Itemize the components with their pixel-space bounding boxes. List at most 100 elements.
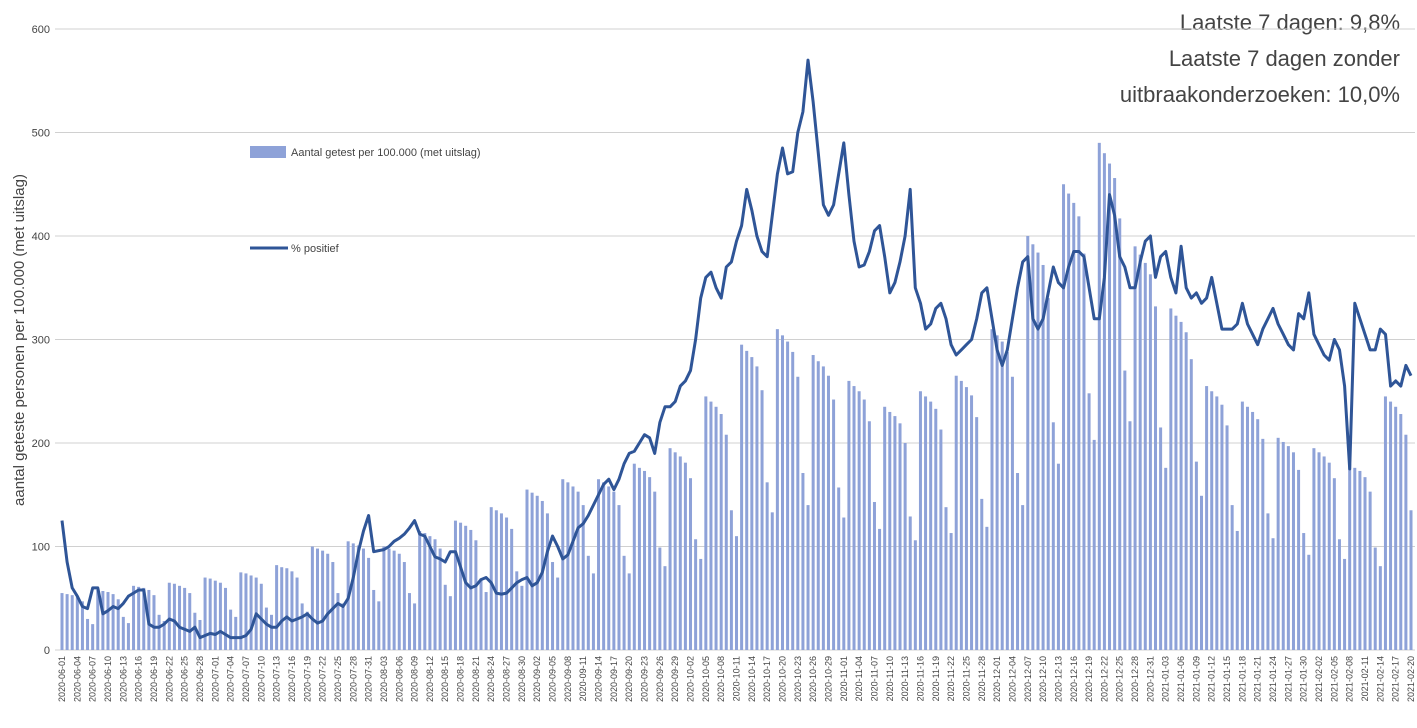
- x-tick-label: 2020-11-07: [869, 656, 879, 701]
- x-tick-label: 2020-09-23: [640, 656, 650, 702]
- bar: [729, 510, 733, 650]
- y-tick-label: 600: [32, 24, 50, 36]
- bar: [842, 517, 846, 650]
- y-tick-label: 200: [32, 438, 50, 450]
- bar: [111, 594, 115, 650]
- bar: [939, 429, 943, 650]
- bar: [459, 522, 463, 650]
- x-tick-label: 2020-10-14: [747, 656, 757, 702]
- bar: [264, 607, 268, 650]
- x-tick-label: 2020-12-31: [1145, 656, 1155, 702]
- x-tick-label: 2021-01-18: [1237, 656, 1247, 702]
- x-tick-label: 2020-12-10: [1038, 656, 1048, 702]
- bar: [653, 491, 657, 650]
- bar: [1256, 419, 1260, 650]
- x-tick-label: 2020-06-04: [72, 656, 82, 702]
- bar: [689, 478, 693, 650]
- x-tick-label: 2020-11-28: [977, 656, 987, 701]
- bar: [551, 562, 555, 650]
- bar: [1113, 178, 1117, 651]
- bar: [826, 375, 830, 650]
- bar: [668, 448, 672, 650]
- bar: [1332, 478, 1336, 650]
- bar: [479, 578, 483, 650]
- bar: [648, 477, 652, 650]
- bar: [520, 585, 524, 650]
- bar: [586, 555, 590, 650]
- bar: [816, 361, 820, 650]
- bar: [1215, 396, 1219, 650]
- bar: [1036, 252, 1040, 650]
- x-tick-label: 2020-11-10: [885, 656, 895, 701]
- bar: [1021, 505, 1025, 650]
- bar: [229, 609, 233, 650]
- bar: [1353, 467, 1357, 650]
- bar: [714, 406, 718, 650]
- bar: [1317, 452, 1321, 650]
- bar: [1271, 538, 1275, 650]
- x-tick-label: 2021-02-20: [1406, 656, 1416, 702]
- bar: [1343, 558, 1347, 650]
- legend-swatch: [250, 146, 286, 158]
- x-tick-label: 2020-11-19: [931, 656, 941, 701]
- bar: [1225, 425, 1229, 650]
- x-tick-label: 2020-12-25: [1115, 656, 1125, 702]
- bar: [356, 545, 360, 650]
- bar: [515, 571, 519, 650]
- x-tick-label: 2021-02-17: [1391, 656, 1401, 702]
- x-tick-label: 2020-09-20: [624, 656, 634, 702]
- bar: [1010, 376, 1014, 650]
- bar: [162, 621, 166, 650]
- x-tick-label: 2021-01-30: [1299, 656, 1309, 702]
- bar: [556, 577, 560, 650]
- x-tick-label: 2020-10-23: [793, 656, 803, 702]
- bar: [494, 510, 498, 650]
- bar: [878, 528, 882, 650]
- x-tick-label: 2020-09-11: [578, 656, 588, 701]
- bar: [270, 614, 274, 650]
- bar: [300, 603, 304, 650]
- bar: [806, 505, 810, 650]
- bar: [443, 584, 447, 650]
- bar: [1302, 533, 1306, 650]
- legend-label: % positief: [291, 243, 340, 255]
- bar: [157, 614, 161, 650]
- x-tick-label: 2020-11-16: [915, 656, 925, 701]
- x-tick-label: 2020-08-12: [425, 656, 435, 702]
- x-tick-label: 2020-07-16: [287, 656, 297, 702]
- bar: [428, 536, 432, 650]
- bar: [1399, 414, 1403, 650]
- bar: [970, 395, 974, 650]
- bar: [224, 587, 228, 650]
- annotation: Laatste 7 dagen zonder: [1169, 46, 1400, 71]
- bar: [755, 366, 759, 650]
- bar: [750, 357, 754, 650]
- bar: [1368, 491, 1372, 650]
- bar: [990, 329, 994, 650]
- x-tick-label: 2020-08-30: [517, 656, 527, 702]
- x-tick-label: 2020-06-28: [195, 656, 205, 702]
- bar: [499, 513, 503, 650]
- bar: [1281, 441, 1285, 650]
- bar: [1373, 547, 1377, 650]
- bar: [525, 489, 529, 650]
- bar: [571, 486, 575, 650]
- bar: [944, 507, 948, 650]
- bar: [280, 567, 284, 650]
- x-tick-label: 2020-06-10: [103, 656, 113, 702]
- x-tick-label: 2020-12-22: [1099, 656, 1109, 702]
- bar: [397, 553, 401, 650]
- x-tick-label: 2020-06-19: [149, 656, 159, 702]
- x-tick-label: 2020-06-07: [88, 656, 98, 702]
- bar: [1378, 566, 1382, 650]
- bar: [545, 513, 549, 650]
- x-tick-label: 2020-09-14: [594, 656, 604, 702]
- x-tick-label: 2020-07-31: [364, 656, 374, 702]
- x-tick-label: 2020-06-01: [57, 656, 67, 702]
- bar: [1266, 513, 1270, 650]
- bar: [1363, 477, 1367, 650]
- bar: [1245, 406, 1249, 650]
- bar: [1404, 434, 1408, 650]
- bar: [1118, 218, 1122, 650]
